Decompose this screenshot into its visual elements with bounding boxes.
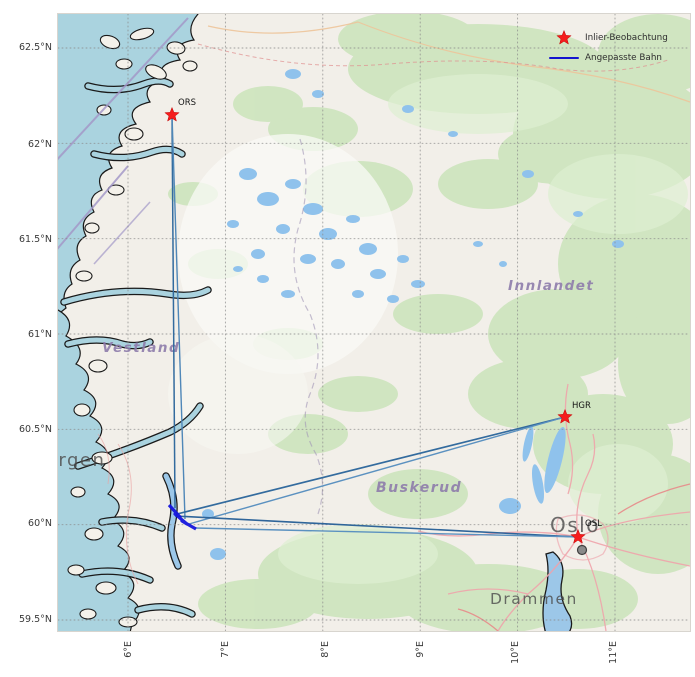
trajectory-lines bbox=[167, 114, 579, 538]
legend-item-bahn: Angepasste Bahn bbox=[546, 50, 668, 66]
city-label-bergen: Bergen bbox=[58, 450, 105, 471]
map-canvas: Bergen Oslo Drammen Vestland Innlandet B… bbox=[58, 14, 690, 631]
station-markers bbox=[164, 106, 586, 544]
region-label-vestland: Vestland bbox=[102, 340, 180, 356]
city-label-oslo: Oslo bbox=[550, 513, 600, 537]
station-label-ors: ORS bbox=[178, 98, 196, 108]
ytick-60n: 60°N bbox=[28, 517, 52, 529]
ytick-62-5n: 62.5°N bbox=[18, 41, 52, 53]
star-marker-osl bbox=[570, 528, 586, 544]
forest-light-layer bbox=[278, 74, 688, 584]
boundary-layer bbox=[58, 17, 324, 515]
xtick-8e: 8°E bbox=[320, 641, 331, 658]
xtick-7e: 7°E bbox=[220, 641, 231, 658]
ytick-60-5n: 60.5°N bbox=[18, 423, 52, 435]
star-icon bbox=[546, 30, 582, 46]
station-label-osl: OSL bbox=[585, 519, 602, 529]
region-label-innlandet: Innlandet bbox=[508, 278, 594, 294]
city-label-drammen: Drammen bbox=[490, 590, 578, 608]
legend-label-inlier: Inlier-Beobachtung bbox=[585, 33, 668, 43]
ytick-61-5n: 61.5°N bbox=[18, 233, 52, 245]
station-label-hgr: HGR bbox=[572, 401, 591, 411]
ytick-59-5n: 59.5°N bbox=[18, 613, 52, 625]
star-marker-hgr bbox=[557, 408, 573, 424]
lake-layer bbox=[202, 69, 624, 560]
legend: Inlier-Beobachtung Angepasste Bahn bbox=[546, 30, 668, 66]
mountain-layer bbox=[168, 134, 398, 454]
region-label-buskerud: Buskerud bbox=[376, 480, 462, 496]
transit-icon bbox=[576, 544, 588, 556]
dense-track-segment bbox=[167, 503, 197, 531]
graticule bbox=[58, 14, 690, 631]
xtick-11e: 11°E bbox=[608, 641, 619, 664]
ytick-62n: 62°N bbox=[28, 138, 52, 150]
ytick-61n: 61°N bbox=[28, 328, 52, 340]
legend-item-inlier: Inlier-Beobachtung bbox=[546, 30, 668, 46]
legend-label-bahn: Angepasste Bahn bbox=[585, 53, 662, 63]
oslofjord bbox=[542, 551, 573, 631]
map-plot-area[interactable]: Bergen Oslo Drammen Vestland Innlandet B… bbox=[57, 13, 691, 632]
xtick-9e: 9°E bbox=[415, 641, 426, 658]
island-layer bbox=[67, 27, 198, 628]
star-marker-ors bbox=[164, 106, 180, 122]
xtick-6e: 6°E bbox=[123, 641, 134, 658]
line-icon bbox=[546, 56, 582, 60]
xtick-10e: 10°E bbox=[510, 641, 521, 664]
